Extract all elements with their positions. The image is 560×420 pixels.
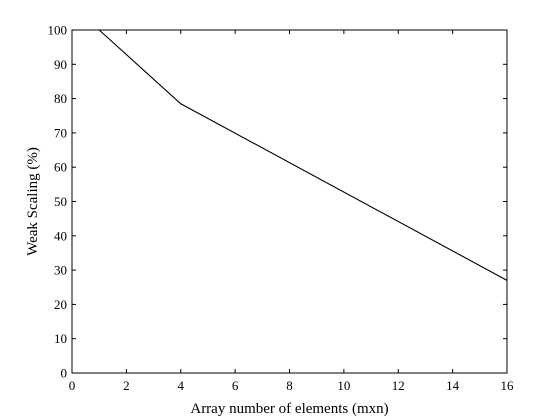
series-layer [98,29,508,281]
x-tick-label: 4 [178,378,185,393]
x-tick-label: 2 [123,378,130,393]
y-tick-label: 70 [54,125,67,140]
y-tick-label: 30 [54,263,67,278]
y-axis-ticks: 0 10 20 30 40 50 60 70 80 90 100 [48,23,507,381]
y-tick-label: 90 [54,57,67,72]
y-tick-label: 50 [54,194,67,209]
y-axis-label: Weak Scaling (%) [25,147,41,256]
y-tick-label: 10 [54,331,67,346]
x-tick-label: 0 [69,378,76,393]
x-tick-label: 8 [286,378,293,393]
x-tick-label: 14 [446,378,460,393]
x-tick-label: 10 [337,378,350,393]
axes-frame [71,29,508,374]
y-tick-label: 20 [54,297,67,312]
y-tick-label: 60 [54,160,67,175]
y-tick-label: 100 [48,23,68,38]
x-tick-label: 16 [501,378,515,393]
y-tick-label: 40 [54,228,67,243]
plot-frame [71,29,508,374]
y-tick-label: 0 [61,366,68,381]
x-tick-label: 6 [232,378,239,393]
x-axis-ticks: 0 2 4 6 8 10 12 14 16 [69,30,514,393]
x-axis-label: Array number of elements (mxn) [190,401,388,417]
series-line [98,29,508,281]
x-tick-label: 12 [392,378,405,393]
y-tick-label: 80 [54,91,67,106]
